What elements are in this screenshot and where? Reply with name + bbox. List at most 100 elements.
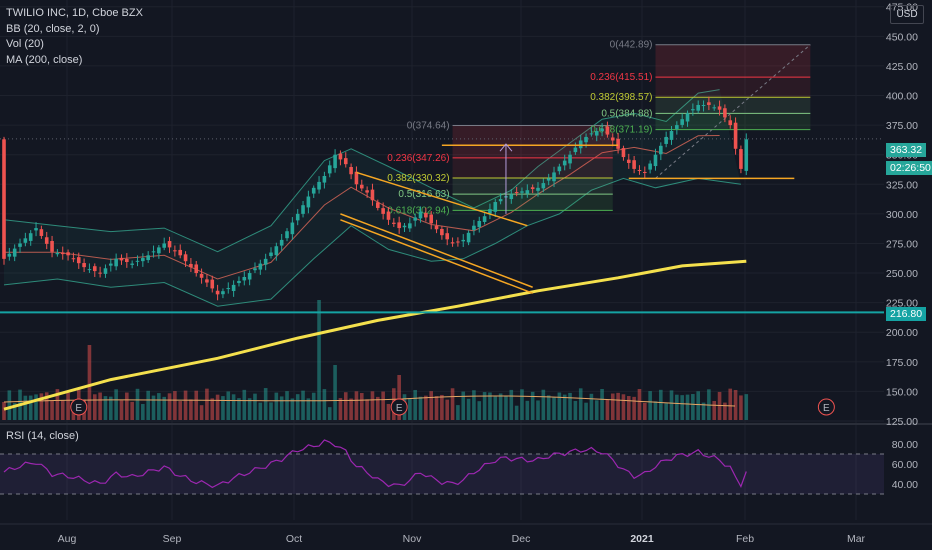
- candle-body: [71, 258, 76, 260]
- candle-body: [370, 189, 375, 201]
- candle-body: [141, 258, 145, 262]
- candle-body: [669, 131, 674, 140]
- bb-indicator-label[interactable]: BB (20, close, 2, 0): [6, 22, 100, 35]
- candle-body: [733, 122, 738, 149]
- volume-bar: [109, 396, 113, 420]
- time-axis-label: Nov: [403, 533, 422, 545]
- candle-body: [125, 258, 129, 263]
- candle-body: [349, 167, 353, 175]
- price-axis-label: 450.00: [886, 31, 918, 43]
- candle-body: [167, 241, 172, 248]
- vol-indicator-label[interactable]: Vol (20): [6, 38, 44, 50]
- volume-bar: [546, 395, 551, 420]
- bollinger-upper-line: [3, 89, 720, 253]
- currency-button[interactable]: USD: [890, 5, 924, 24]
- fib2-zone: [655, 77, 811, 98]
- volume-bar: [472, 390, 476, 420]
- candle-body: [205, 279, 209, 283]
- candle-body: [408, 223, 412, 229]
- fib-level-label: 0(442.89): [610, 40, 653, 51]
- volume-bar: [600, 388, 604, 420]
- candle-body: [488, 209, 492, 214]
- candle-body: [301, 205, 305, 214]
- fib1-zone: [452, 157, 613, 178]
- candle-body: [675, 125, 679, 129]
- volume-bar: [493, 396, 498, 420]
- candle-body: [231, 284, 236, 291]
- volume-bar: [466, 398, 471, 420]
- volume-bar: [23, 395, 28, 420]
- candle-body: [472, 225, 476, 230]
- time-axis-label: Sep: [163, 533, 182, 545]
- candle-body: [327, 165, 332, 174]
- candle-body: [258, 263, 263, 270]
- volume-bar: [675, 394, 679, 420]
- price-axis-label: 275.00: [886, 238, 918, 250]
- volume-bar: [237, 398, 241, 420]
- candle-body: [653, 154, 658, 167]
- measure-arrow-head: [499, 143, 513, 152]
- volume-bar: [301, 390, 305, 420]
- volume-bar: [637, 389, 642, 420]
- candle-body: [643, 171, 647, 173]
- volume-bar: [386, 403, 391, 420]
- fib-level-label: 0(374.64): [407, 121, 450, 132]
- volume-bar: [55, 389, 60, 420]
- candle-body: [626, 159, 631, 163]
- candle-body: [119, 257, 124, 261]
- volume-bar: [429, 391, 433, 420]
- volume-bar: [98, 392, 102, 420]
- volume-bar: [541, 389, 546, 420]
- rsi-indicator-label[interactable]: RSI (14, close): [6, 430, 79, 442]
- volume-bar: [189, 399, 193, 420]
- earnings-marker: [817, 398, 835, 416]
- candle-body: [157, 247, 161, 254]
- candle-body: [338, 153, 343, 160]
- candle-body: [648, 163, 652, 170]
- candle-body: [546, 178, 551, 181]
- ma-indicator-label[interactable]: MA (200, close): [6, 53, 83, 66]
- candle-body: [744, 139, 749, 171]
- candle-body: [691, 109, 695, 111]
- volume-bar: [370, 391, 375, 420]
- candle-body: [82, 263, 86, 268]
- candle-body: [445, 233, 450, 240]
- candle-body: [114, 258, 118, 267]
- volume-bar: [482, 392, 487, 420]
- candle-body: [34, 228, 38, 231]
- rsi-line: [3, 439, 747, 489]
- rsi-axis-label: 80.00: [892, 439, 918, 451]
- candle-body: [306, 196, 311, 208]
- volume-bar: [338, 398, 343, 420]
- candle-body: [680, 119, 684, 125]
- volume-bar: [418, 396, 423, 420]
- candle-body: [552, 172, 556, 182]
- candle-body: [215, 290, 220, 295]
- volume-bar: [60, 400, 65, 420]
- fib-level-label: 0.382(398.57): [590, 92, 652, 103]
- volume-bar: [408, 398, 412, 420]
- candle-body: [151, 251, 156, 253]
- volume-bar: [461, 391, 466, 420]
- candle-body: [701, 104, 706, 106]
- volume-bar: [141, 404, 145, 420]
- candle-body: [616, 138, 620, 149]
- candle-body: [685, 113, 690, 122]
- rsi-axis-label: 40.00: [892, 479, 918, 491]
- volume-bar: [562, 394, 567, 420]
- candle-body: [333, 154, 337, 169]
- volume-bar: [87, 345, 92, 420]
- volume-bar: [680, 395, 684, 420]
- volume-bar: [44, 392, 49, 420]
- volume-bar: [733, 390, 738, 420]
- volume-bar: [424, 395, 428, 420]
- symbol-title[interactable]: TWILIO INC, 1D, Cboe BZX: [6, 7, 143, 19]
- candle-body: [173, 250, 177, 252]
- candle-body: [60, 252, 65, 255]
- price-axis-label: 425.00: [886, 61, 918, 73]
- time-axis-label: Mar: [847, 533, 866, 545]
- volume-bar: [146, 390, 150, 420]
- volume-bar: [311, 392, 316, 420]
- candle-body: [311, 187, 316, 194]
